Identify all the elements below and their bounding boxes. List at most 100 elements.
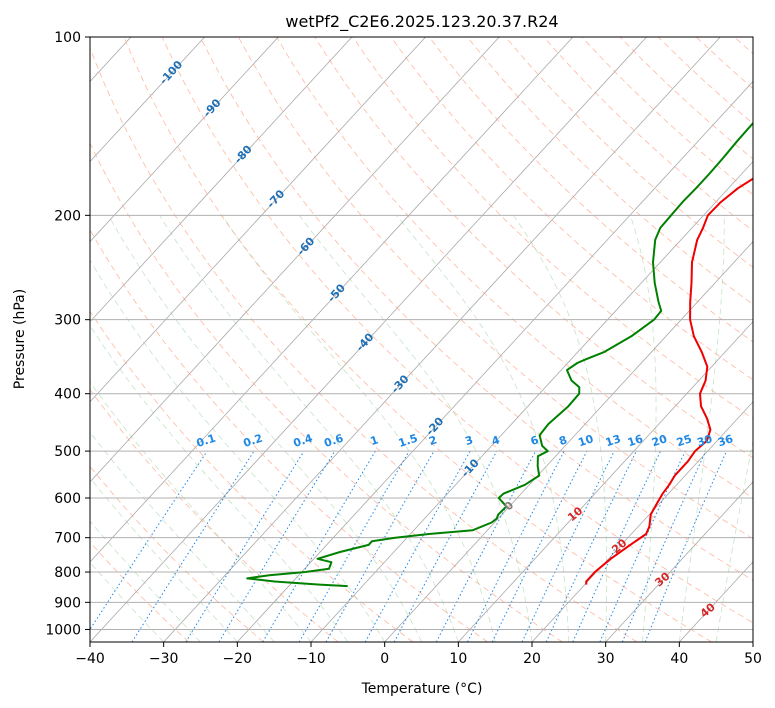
moist-adiabat-line [90, 259, 386, 642]
mixing-ratio-label: 16 [626, 432, 645, 449]
moist-adiabat-line [90, 325, 349, 642]
y-tick-label: 800 [54, 565, 81, 581]
mixing-ratio-line [644, 450, 727, 642]
background-lines [90, 37, 753, 642]
dewpoint-profile-line [246, 121, 753, 588]
x-tick-label: 40 [670, 651, 688, 667]
temperature-profile-line [585, 177, 753, 585]
x-tick-label: 10 [449, 651, 467, 667]
moist-adiabat-line [159, 215, 459, 642]
moist-adiabat-line [513, 215, 607, 642]
isotherm-line [384, 241, 753, 642]
moist-adiabat-line [90, 477, 238, 642]
dry-adiabat-line [161, 37, 753, 624]
x-tick-label: 0 [380, 651, 389, 667]
moist-adiabat-line [221, 215, 496, 642]
mixing-ratio-line [621, 450, 707, 642]
isotherm-line [90, 37, 426, 403]
dry-adiabat-line [90, 229, 488, 642]
y-tick-label: 600 [54, 491, 81, 507]
mixing-ratio-label: 13 [604, 432, 623, 449]
x-tick-label: −10 [296, 651, 326, 667]
dry-adiabat-line [123, 37, 712, 642]
mixing-ratio-line [393, 450, 498, 642]
mixing-ratio-label: 6 [529, 433, 541, 448]
mixing-ratio-label: 30 [695, 432, 714, 449]
y-axis: 1000 900 800 700 600 500 400 300 200 100 [45, 30, 90, 638]
x-tick-label: −20 [223, 651, 253, 667]
mixing-ratio-label: 10 [577, 432, 596, 449]
moist-adiabat-line [678, 215, 725, 642]
dry-adiabat-line [314, 37, 753, 459]
y-axis-label: Pressure (hPa) [12, 289, 28, 389]
y-tick-label: 1000 [45, 622, 81, 638]
chart-title: wetPf2_C2E6.2025.123.20.37.R24 [285, 12, 558, 32]
mixing-ratio-line [185, 450, 305, 642]
mixing-ratio-line [599, 450, 686, 642]
mixing-ratio-line [491, 450, 588, 642]
y-tick-label: 500 [54, 444, 81, 460]
mixing-ratio-line [90, 450, 208, 631]
mixing-ratio-label: 0.1 [195, 432, 218, 450]
x-tick-label: −40 [75, 651, 105, 667]
x-tick-label: 50 [744, 651, 762, 667]
moist-adiabat-line [108, 215, 422, 642]
isotherm-line [237, 80, 753, 642]
moist-adiabat-line [396, 215, 570, 642]
mixing-ratio-line [364, 450, 471, 642]
y-tick-label: 300 [54, 313, 81, 329]
mixing-ratio-label: 25 [675, 432, 694, 449]
mixing-ratio-label: 20 [650, 432, 669, 449]
isotherm-line [90, 37, 574, 563]
x-tick-label: −30 [149, 651, 179, 667]
mixing-ratio-label: 0.6 [322, 431, 345, 449]
isotherm-line [163, 37, 721, 642]
mixing-ratio-label: 4 [490, 433, 502, 448]
mixing-ratio-line [218, 450, 336, 642]
x-axis-label: Temperature (°C) [361, 681, 483, 697]
dry-adiabat-line [276, 37, 753, 499]
isotherm-line [90, 37, 205, 163]
dry-adiabat-line [428, 37, 753, 343]
isotherm-line [90, 37, 500, 483]
isotherm-line [90, 37, 279, 243]
y-tick-label: 700 [54, 531, 81, 547]
pressure-gridlines [90, 37, 753, 630]
dry-adiabat-line [199, 37, 753, 581]
dry-adiabat-line [352, 37, 753, 420]
y-tick-label: 100 [54, 30, 81, 46]
moist-adiabat-line [715, 439, 753, 642]
isotherm-line [605, 481, 753, 642]
mixing-ratio-label: 1 [369, 433, 380, 448]
x-tick-label: 20 [523, 651, 541, 667]
mixing-ratio-line [131, 450, 255, 642]
mixing-ratio-label: 0.4 [292, 431, 315, 449]
dry-adiabat-line [390, 37, 753, 381]
profile-series [246, 121, 753, 588]
moist-adiabat-line [629, 215, 657, 642]
isotherm-line [531, 401, 753, 642]
moist-adiabat-line [90, 561, 164, 642]
isotherm-line [90, 37, 353, 323]
mixing-ratio-line [325, 450, 435, 642]
mixing-ratio-label: 8 [557, 433, 568, 448]
isotherm-line [458, 321, 753, 642]
moist-adiabat-line [90, 520, 201, 642]
dry-adiabat-line [238, 37, 753, 540]
dry-adiabat-line [90, 465, 264, 642]
mixing-ratio-label: 3 [463, 433, 474, 448]
dry-adiabat-line [90, 541, 190, 642]
x-tick-label: 30 [597, 651, 615, 667]
isotherm-line [90, 37, 647, 642]
mixing-ratio-label: 1.5 [397, 432, 420, 450]
dry-adiabat-line [90, 46, 638, 642]
mixing-ratio-label: 36 [716, 432, 735, 449]
y-tick-label: 900 [54, 595, 81, 611]
x-axis: −40 −30 −20 −10 0 10 20 30 40 50 [75, 642, 762, 667]
y-tick-label: 200 [54, 208, 81, 224]
mixing-ratio-line [467, 450, 565, 642]
y-tick-label: 400 [54, 387, 81, 403]
plot-frame [89, 36, 754, 643]
moist-adiabat-line [90, 431, 275, 642]
